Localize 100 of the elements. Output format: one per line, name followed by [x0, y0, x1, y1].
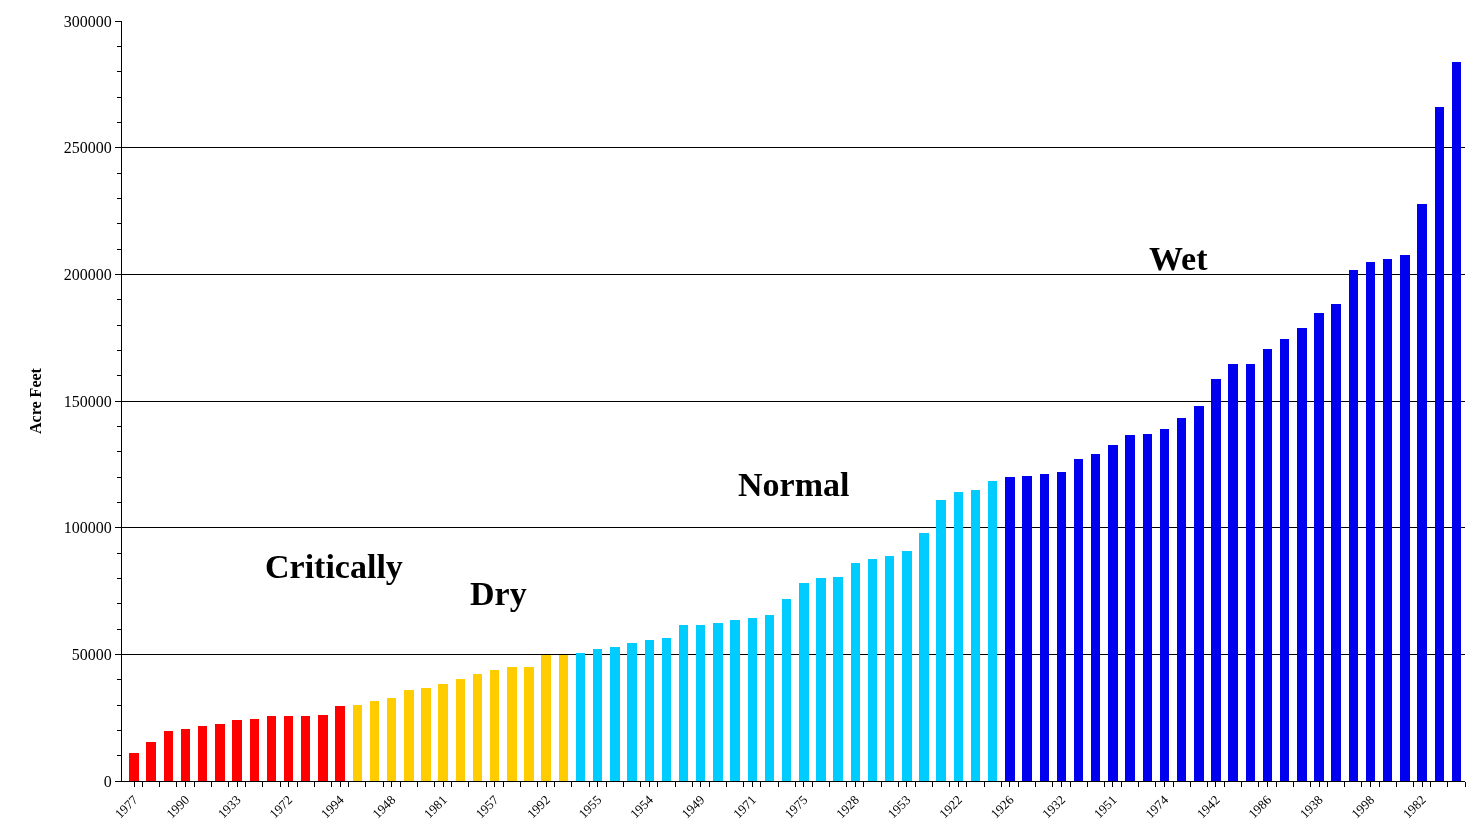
bar [1108, 445, 1118, 781]
bar [902, 551, 912, 781]
bar [232, 720, 242, 781]
bar [627, 643, 637, 781]
bar [284, 716, 293, 781]
x-tick-label: 1998 [1348, 792, 1378, 822]
bar [610, 647, 620, 781]
annotation: Wet [1149, 240, 1209, 277]
bar [215, 724, 225, 781]
bar [1400, 255, 1410, 781]
bar [696, 625, 705, 781]
bar [456, 679, 465, 781]
bar [1022, 476, 1032, 781]
bar [1417, 204, 1427, 781]
x-tick-label: 1971 [730, 792, 759, 822]
bar [267, 716, 276, 781]
bar [559, 655, 568, 781]
x-tick-label: 1949 [678, 792, 708, 822]
bar [1331, 304, 1341, 781]
x-tick-label: 1990 [163, 792, 193, 822]
y-tick-label: 200000 [63, 265, 112, 283]
bar [1435, 107, 1444, 781]
x-tick-label: 1953 [884, 792, 914, 822]
bar [1246, 364, 1255, 781]
bar [1040, 474, 1049, 781]
y-tick-label: 250000 [63, 139, 112, 157]
bar [146, 742, 156, 781]
bar [318, 715, 328, 781]
x-tick-label: 1951 [1090, 792, 1120, 822]
bar [576, 653, 585, 781]
bar [936, 500, 946, 781]
bar [730, 620, 740, 781]
bar [645, 640, 654, 781]
bar [954, 492, 963, 781]
y-tick-label: 50000 [71, 645, 112, 663]
bar [1280, 339, 1289, 781]
bar [851, 563, 860, 781]
bar [679, 625, 688, 781]
bar [868, 559, 877, 781]
bar [593, 649, 602, 781]
bar [988, 481, 997, 781]
x-tick-label: 1928 [833, 792, 863, 822]
bar [1349, 270, 1358, 781]
bar [164, 731, 173, 781]
bar [129, 753, 139, 781]
bar [473, 674, 482, 781]
x-tick-label: 1922 [936, 792, 966, 822]
bar [1091, 454, 1100, 781]
x-tick-label: 1981 [420, 792, 450, 822]
bar [1160, 429, 1169, 781]
annotation: Critically [265, 548, 403, 585]
bar [833, 577, 843, 781]
bar [1383, 259, 1392, 781]
bar [1366, 262, 1375, 781]
bar [885, 556, 894, 781]
bar [301, 716, 310, 781]
bar [490, 670, 499, 781]
x-tick-label: 1948 [369, 792, 399, 822]
bar [250, 719, 259, 781]
bar [370, 701, 379, 781]
bar [404, 690, 414, 781]
bar [1211, 379, 1221, 781]
bar [1452, 62, 1461, 781]
x-tick-label: 1942 [1193, 792, 1223, 822]
bar [1143, 434, 1152, 781]
x-tick-label: 1938 [1296, 792, 1326, 822]
annotation: Normal [738, 466, 850, 503]
y-tick-label: 100000 [63, 519, 112, 537]
y-axis-title: Acre Feet [26, 367, 44, 434]
x-tick-label: 1933 [214, 792, 244, 822]
bar [421, 688, 431, 781]
bar [799, 583, 809, 781]
bar [1074, 459, 1083, 781]
bar [782, 599, 791, 781]
bar [816, 578, 826, 781]
bar [1125, 435, 1135, 781]
bar [507, 667, 517, 781]
bar [765, 615, 774, 781]
x-tick-label: 1932 [1039, 792, 1069, 822]
bar [335, 706, 345, 781]
bar [662, 638, 671, 781]
bar [353, 705, 362, 781]
bar [919, 533, 929, 781]
bar [1194, 406, 1204, 781]
bar [1228, 364, 1238, 781]
y-tick-label: 150000 [63, 392, 112, 410]
x-tick-label: 1992 [523, 792, 553, 822]
x-tick-label: 1972 [266, 792, 296, 822]
bar [971, 490, 980, 781]
annotation: Dry [470, 575, 527, 612]
bar [524, 667, 534, 781]
bar [181, 729, 190, 781]
y-tick-label: 300000 [63, 12, 112, 30]
x-tick-label: 1982 [1399, 792, 1429, 822]
bar [1314, 313, 1324, 781]
bar [387, 698, 396, 781]
bar [1057, 472, 1066, 781]
bar [1297, 328, 1307, 781]
bar [198, 726, 207, 781]
bar [748, 618, 757, 781]
